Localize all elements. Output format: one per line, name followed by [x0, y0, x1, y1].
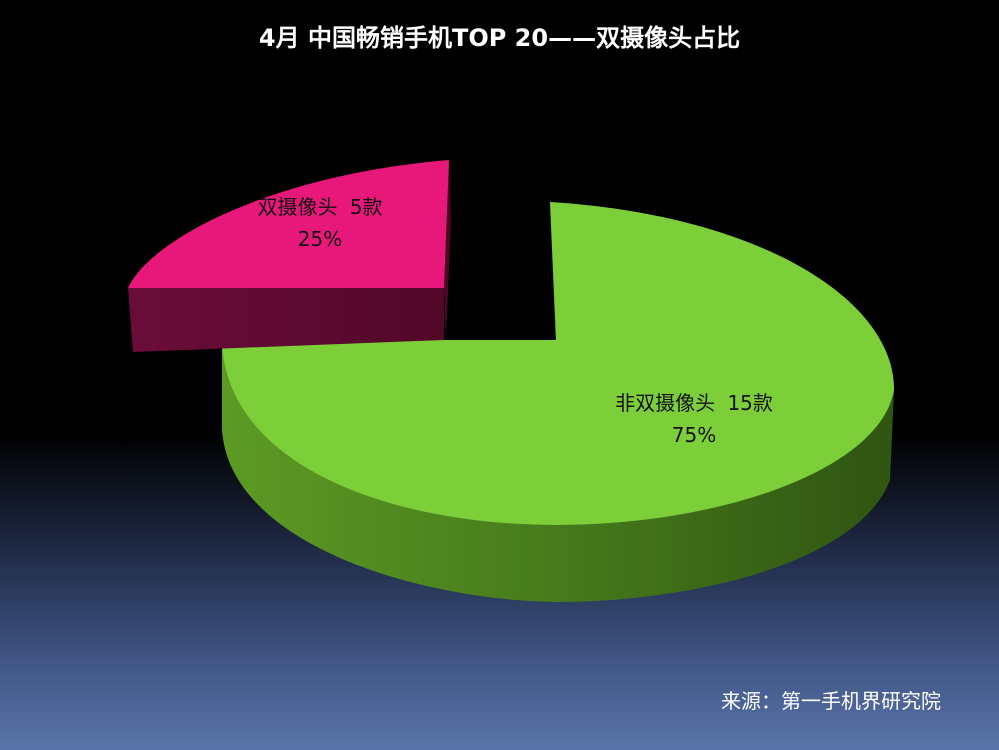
slice-non-dual-camera-side — [222, 340, 894, 602]
source-note: 来源：第一手机界研究院 — [721, 689, 941, 713]
label-non-dual-camera-count: 15款 — [727, 391, 772, 415]
label-dual-camera-name: 双摄像头 5款 — [257, 195, 382, 219]
label-dual-camera-percent: 25% — [298, 227, 342, 251]
label-dual-camera-count: 5款 — [350, 195, 383, 219]
slice-dual-camera — [128, 160, 451, 352]
slice-dual-camera-top — [128, 160, 449, 288]
slice-non-dual-camera — [222, 202, 895, 602]
label-dual-camera-name-text: 双摄像头 — [257, 195, 337, 219]
label-non-dual-camera-name-text: 非双摄像头 — [615, 391, 715, 415]
chart-title: 4月 中国畅销手机TOP 20——双摄像头占比 — [258, 24, 741, 52]
label-non-dual-camera-name: 非双摄像头 15款 — [615, 391, 773, 415]
label-non-dual-camera-percent: 75% — [672, 423, 716, 447]
slice-non-dual-camera-top — [222, 202, 895, 525]
